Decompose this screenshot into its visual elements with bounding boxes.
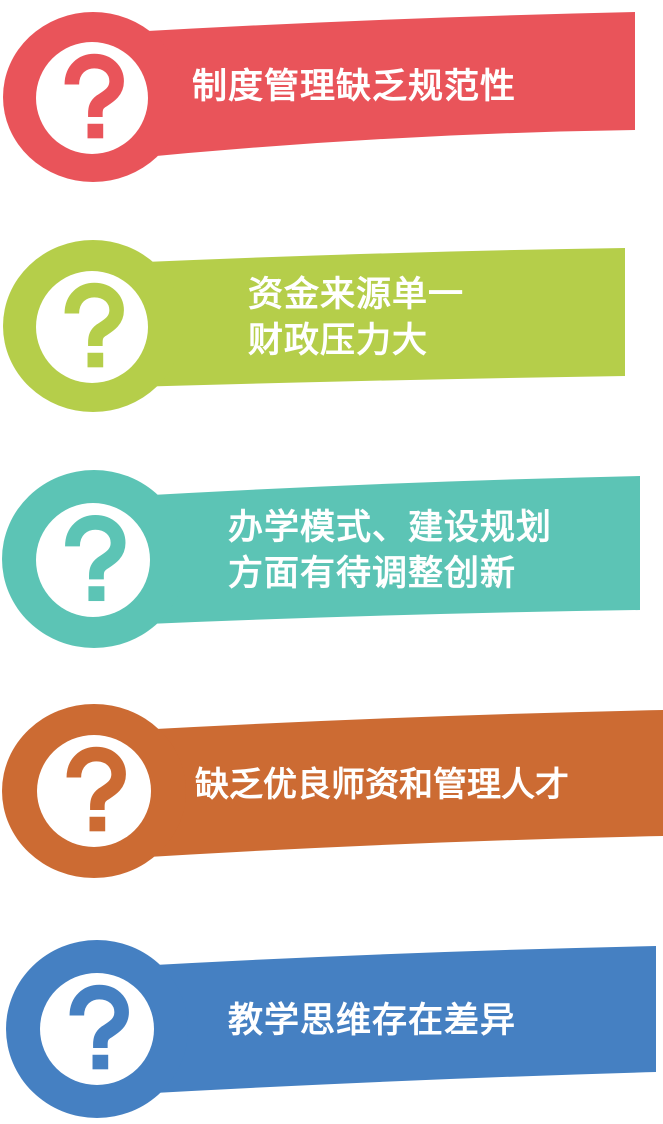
banner-shape — [95, 12, 635, 162]
issue-item: 办学模式、建设规划 方面有待调整创新 — [0, 470, 663, 650]
banner-shape — [100, 946, 656, 1096]
issue-banner: 办学模式、建设规划 方面有待调整创新 — [100, 476, 640, 626]
banner-shape — [100, 248, 625, 388]
issue-banner: 缺乏优良师资和管理人才 — [100, 710, 663, 860]
issue-text-line: 办学模式、建设规划 — [228, 508, 553, 548]
issue-text: 教学思维存在差异 — [100, 998, 516, 1044]
question-badge — [3, 240, 183, 412]
question-mark-icon — [65, 514, 126, 602]
issue-text-line: 缺乏优良师资和管理人才 — [195, 765, 569, 805]
issue-banner: 教学思维存在差异 — [100, 946, 656, 1096]
issue-text: 办学模式、建设规划 方面有待调整创新 — [100, 505, 552, 597]
issue-item: 缺乏优良师资和管理人才 — [0, 702, 663, 882]
question-mark-icon — [66, 746, 126, 832]
question-mark-icon — [69, 984, 129, 1070]
issue-text: 资金来源单一 财政压力大 — [100, 272, 464, 364]
question-badge — [6, 940, 188, 1118]
issue-text-line: 制度管理缺乏规范性 — [192, 67, 517, 107]
banner-shape — [100, 710, 663, 860]
question-mark-icon — [64, 53, 124, 139]
question-badge — [2, 704, 186, 878]
issue-item: 制度管理缺乏规范性 — [0, 10, 663, 185]
banner-shape — [100, 476, 640, 626]
question-mark-icon — [64, 282, 124, 368]
issue-item: 资金来源单一 财政压力大 — [0, 240, 663, 415]
issue-text-line: 教学思维存在差异 — [228, 1001, 517, 1041]
issue-banner: 资金来源单一 财政压力大 — [100, 248, 625, 388]
issue-banner: 制度管理缺乏规范性 — [95, 12, 635, 162]
issue-text-line: 财政压力大 — [248, 321, 429, 361]
question-badge — [3, 12, 183, 182]
issue-text: 缺乏优良师资和管理人才 — [100, 762, 569, 808]
issue-text-line: 资金来源单一 — [248, 275, 465, 315]
issue-item: 教学思维存在差异 — [0, 940, 663, 1120]
issue-text: 制度管理缺乏规范性 — [95, 64, 516, 110]
issue-text-line: 方面有待调整创新 — [228, 554, 517, 594]
question-badge — [2, 470, 186, 648]
